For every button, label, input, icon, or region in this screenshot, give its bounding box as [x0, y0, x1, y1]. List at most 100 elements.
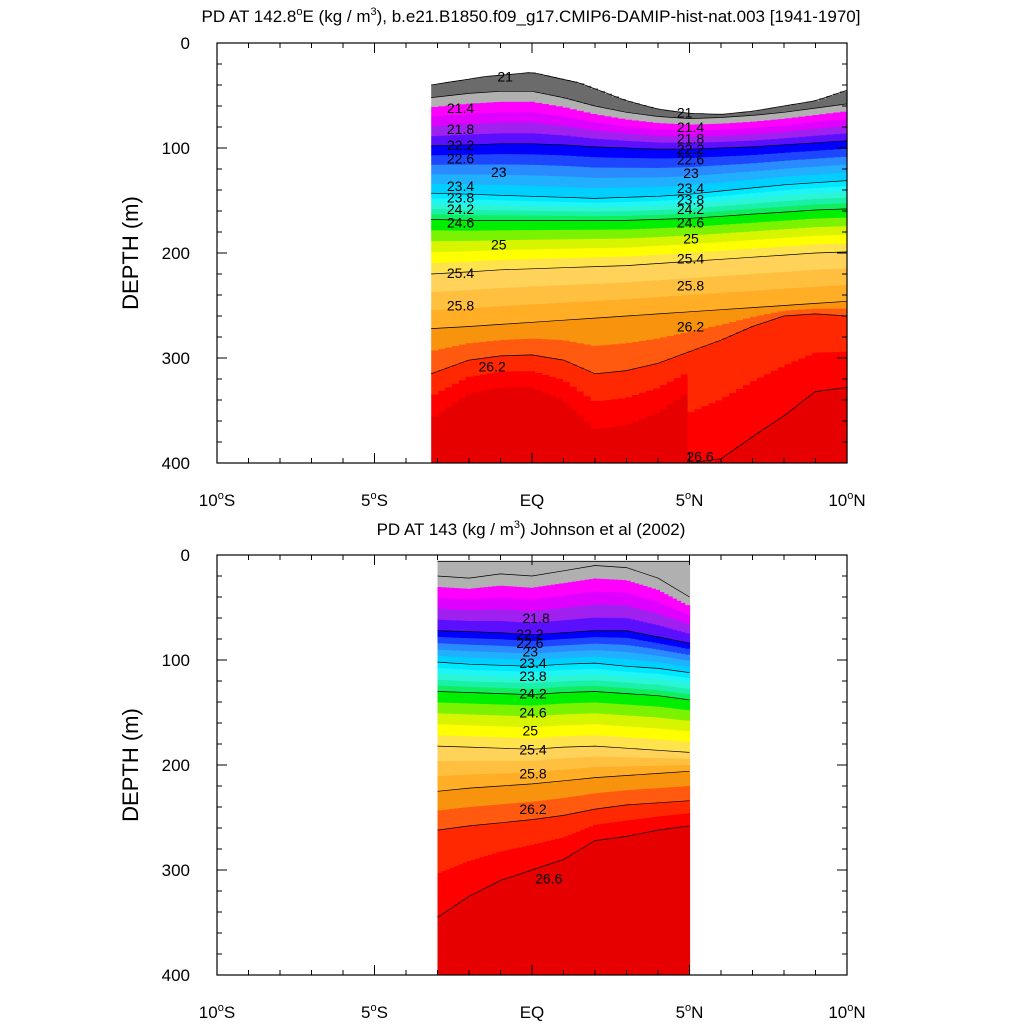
- density-band-cell: [546, 665, 552, 672]
- density-band-cell: [791, 205, 800, 212]
- density-band-cell: [465, 194, 474, 200]
- density-band-cell: [777, 138, 786, 146]
- density-band-cell: [562, 145, 571, 156]
- density-band-cell: [672, 751, 678, 759]
- density-band-cell: [475, 657, 481, 665]
- density-band-cell: [694, 260, 703, 279]
- density-band-cell: [535, 210, 543, 217]
- density-band-cell: [550, 621, 556, 634]
- density-band-cell: [521, 634, 527, 641]
- density-band-cell: [643, 667, 649, 674]
- density-band-cell: [763, 191, 772, 198]
- density-band-cell: [472, 77, 481, 94]
- density-band-cell: [588, 746, 594, 758]
- density-band-cell: [475, 787, 481, 807]
- density-band-cell: [514, 215, 522, 221]
- density-band-cell: [487, 715, 493, 727]
- density-band-cell: [666, 236, 675, 246]
- density-band-cell: [639, 134, 647, 143]
- density-band-cell: [492, 586, 497, 599]
- density-band-cell: [777, 305, 786, 312]
- density-band-cell: [736, 249, 744, 259]
- density-band-cell: [672, 646, 678, 653]
- density-band-cell: [609, 592, 615, 606]
- density-band-cell: [736, 134, 744, 142]
- density-band-cell: [493, 164, 502, 176]
- density-band-cell: [756, 290, 765, 308]
- density-band-cell: [517, 784, 523, 804]
- density-band-cell: [445, 82, 453, 97]
- density-band-cell: [514, 269, 522, 288]
- density-band-cell: [722, 156, 730, 166]
- density-band-cell: [569, 166, 578, 178]
- density-band-cell: [736, 164, 744, 173]
- density-band-cell: [736, 223, 744, 233]
- density-band-cell: [777, 246, 786, 256]
- density-band-cell: [777, 201, 786, 208]
- density-band-cell: [687, 261, 696, 279]
- density-band-cell: [475, 670, 481, 677]
- density-band-cell: [445, 198, 453, 205]
- density-band-cell: [437, 872, 443, 917]
- density-band-cell: [437, 673, 443, 681]
- density-band-cell: [437, 636, 443, 644]
- density-band-cell: [555, 197, 564, 203]
- density-band-cell: [743, 291, 751, 309]
- density-band-cell: [466, 675, 472, 682]
- density-band-cell: [475, 598, 481, 611]
- density-band-cell: [437, 649, 443, 657]
- density-band-cell: [569, 267, 578, 286]
- density-band-cell: [659, 186, 668, 197]
- density-band-cell: [534, 561, 539, 588]
- density-band-cell: [513, 694, 518, 706]
- density-band-cell: [639, 418, 647, 464]
- density-band-cell: [438, 106, 446, 117]
- density-band-cell: [542, 688, 548, 695]
- density-band-cell: [492, 632, 497, 640]
- density-band-cell: [538, 694, 544, 706]
- density-band-cell: [475, 651, 481, 659]
- density-band-cell: [651, 684, 657, 691]
- density-band-cell: [701, 260, 709, 278]
- density-band-cell: [694, 212, 703, 219]
- density-band-cell: [655, 589, 661, 603]
- density-band-cell: [673, 378, 682, 401]
- density-band-cell: [504, 646, 510, 653]
- density-band-cell: [604, 197, 612, 203]
- density-band-cell: [493, 91, 502, 103]
- density-band-cell: [643, 610, 649, 623]
- density-band-cell: [611, 117, 619, 126]
- density-band-cell: [483, 887, 489, 976]
- density-band-cell: [618, 805, 623, 822]
- panel-title: PD AT 143 (kg / m3) Johnson et al (2002): [377, 519, 686, 539]
- contour-label: 25: [491, 237, 507, 253]
- density-band-cell: [584, 656, 590, 664]
- density-band-cell: [562, 98, 571, 109]
- density-band-cell: [438, 203, 446, 210]
- density-band-cell: [508, 693, 514, 706]
- density-band-cell: [840, 148, 848, 158]
- density-band-cell: [694, 113, 703, 119]
- density-band-cell: [513, 598, 518, 611]
- density-band-cell: [438, 96, 446, 107]
- density-band-cell: [632, 167, 640, 178]
- density-band-cell: [563, 725, 569, 737]
- density-band-cell: [576, 202, 585, 208]
- density-band-cell: [743, 223, 751, 233]
- density-band-cell: [622, 715, 628, 727]
- density-band-cell: [462, 899, 468, 976]
- density-band-cell: [496, 620, 502, 634]
- density-band-cell: [507, 143, 515, 155]
- density-band-cell: [647, 673, 653, 680]
- density-band-cell: [466, 760, 472, 775]
- density-band-cell: [819, 286, 827, 304]
- density-band-cell: [680, 261, 689, 279]
- density-band-cell: [529, 641, 535, 648]
- density-band-cell: [471, 760, 476, 775]
- density-band-cell: [646, 365, 654, 392]
- density-band-cell: [722, 200, 730, 207]
- density-band-cell: [438, 145, 446, 156]
- density-band-cell: [763, 154, 772, 163]
- density-band-cell: [805, 253, 813, 271]
- density-band-cell: [588, 724, 594, 736]
